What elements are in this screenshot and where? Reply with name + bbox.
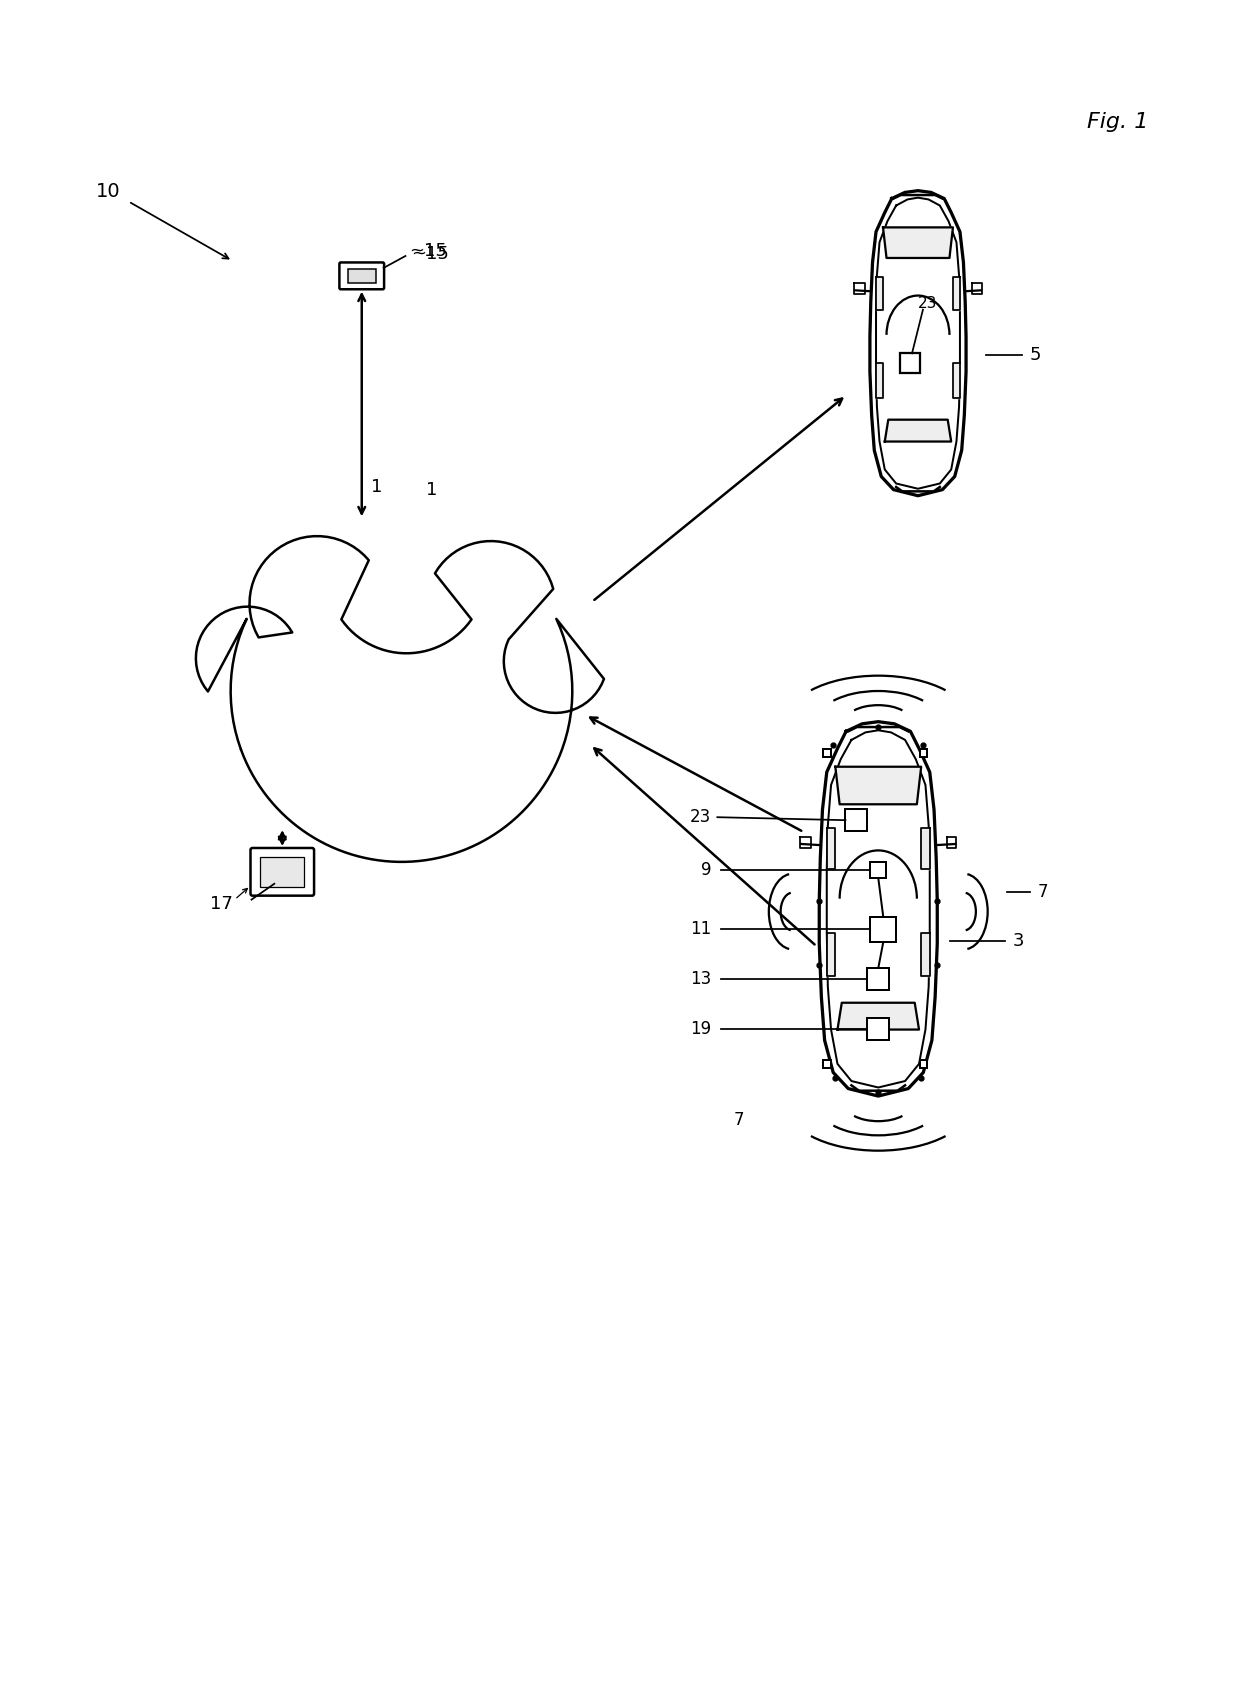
Bar: [846, 809, 867, 831]
Polygon shape: [885, 420, 951, 442]
Bar: [348, 269, 376, 283]
Bar: [900, 354, 920, 374]
Text: ~15: ~15: [412, 245, 449, 262]
Text: 13: 13: [691, 970, 712, 988]
Polygon shape: [827, 932, 836, 976]
Text: 1: 1: [425, 481, 436, 499]
Bar: [260, 856, 304, 887]
Text: 17: 17: [210, 895, 233, 912]
Bar: [823, 750, 831, 756]
Text: 19: 19: [691, 1020, 712, 1037]
Bar: [870, 917, 897, 942]
Text: Fig. 1: Fig. 1: [1086, 112, 1148, 132]
Text: 3: 3: [1012, 932, 1024, 951]
FancyBboxPatch shape: [250, 848, 314, 895]
Text: 23: 23: [691, 809, 712, 826]
Bar: [870, 861, 887, 878]
Polygon shape: [875, 362, 883, 398]
Polygon shape: [837, 1003, 919, 1029]
Text: 5: 5: [1029, 347, 1040, 364]
Polygon shape: [921, 827, 930, 868]
Bar: [920, 750, 928, 756]
Text: 1: 1: [371, 479, 382, 496]
Polygon shape: [883, 227, 954, 257]
Polygon shape: [827, 827, 836, 868]
Polygon shape: [954, 277, 960, 310]
Polygon shape: [196, 536, 604, 861]
Bar: [823, 1061, 831, 1068]
Text: 23: 23: [919, 296, 937, 311]
Polygon shape: [836, 766, 921, 804]
Text: 11: 11: [691, 920, 712, 939]
Polygon shape: [875, 277, 883, 310]
Text: ~15: ~15: [409, 242, 448, 261]
Text: 10: 10: [97, 183, 120, 201]
Polygon shape: [921, 932, 930, 976]
Bar: [867, 1019, 889, 1039]
FancyBboxPatch shape: [340, 262, 384, 289]
Text: 7: 7: [1037, 883, 1048, 900]
Text: 9: 9: [701, 861, 712, 878]
Bar: [867, 968, 889, 990]
Polygon shape: [954, 362, 960, 398]
Text: 7: 7: [734, 1112, 744, 1129]
Polygon shape: [820, 722, 937, 1096]
Bar: [920, 1061, 928, 1068]
Polygon shape: [870, 191, 966, 496]
